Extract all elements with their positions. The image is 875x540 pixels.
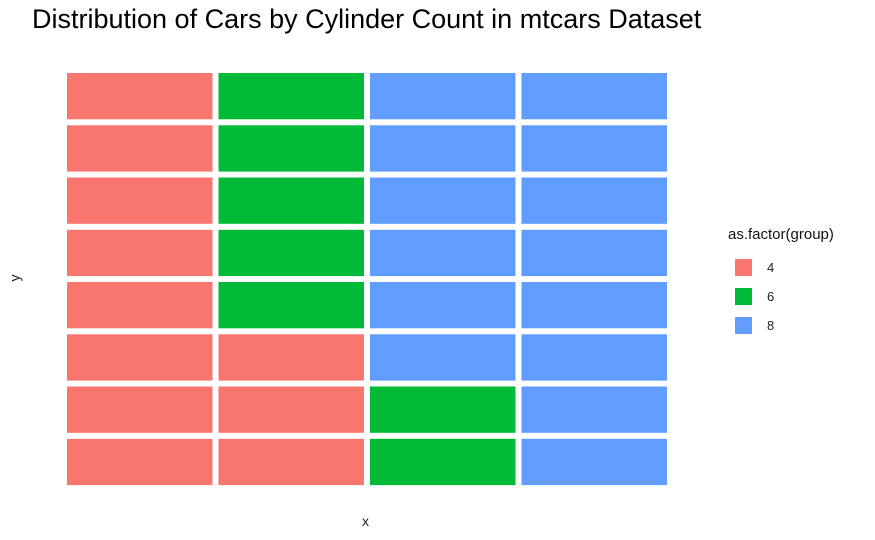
waffle-cell-group-8 [521,229,667,277]
waffle-cell-group-6 [218,282,364,329]
waffle-cell-group-4 [67,125,213,172]
waffle-cell-group-8 [370,73,516,120]
y-axis-label: y [6,274,23,282]
waffle-cell-group-4 [67,438,213,486]
legend-item-label: 4 [767,260,775,275]
waffle-cell-group-4 [67,73,213,120]
waffle-cell-group-8 [521,438,667,486]
legend-item: 8 [728,311,834,340]
waffle-cell-group-4 [67,229,213,277]
legend-key-swatch [735,317,752,334]
legend-item: 6 [728,282,834,311]
legend-key-swatch [735,288,752,305]
x-axis-label: x [362,513,369,529]
waffle-cell-group-6 [218,229,364,277]
waffle-cell-group-8 [521,282,667,329]
waffle-cell-group-8 [370,177,516,224]
waffle-cell-group-4 [67,177,213,224]
waffle-cell-group-8 [370,334,516,381]
waffle-cell-group-6 [218,73,364,120]
waffle-cell-group-8 [521,73,667,120]
waffle-cell-group-4 [218,386,364,433]
waffle-cell-group-4 [67,386,213,433]
legend: as.factor(group) 4 6 8 [728,226,834,340]
chart-title: Distribution of Cars by Cylinder Count i… [32,4,702,34]
waffle-cell-group-8 [370,229,516,277]
waffle-cell-group-8 [521,386,667,433]
legend-key-swatch [735,259,752,276]
waffle-cell-group-6 [370,438,516,486]
legend-item-label: 8 [767,318,775,333]
waffle-cell-group-8 [521,177,667,224]
waffle-cell-group-6 [218,177,364,224]
waffle-cell-group-8 [370,282,516,329]
waffle-cell-group-8 [521,125,667,172]
waffle-cell-group-6 [218,125,364,172]
legend-title: as.factor(group) [728,226,834,243]
waffle-cell-group-8 [370,125,516,172]
waffle-cell-group-4 [67,334,213,381]
legend-item-label: 6 [767,289,775,304]
waffle-cell-group-4 [67,282,213,329]
waffle-cell-group-4 [218,438,364,486]
waffle-cell-group-6 [370,386,516,433]
legend-item: 4 [728,253,834,282]
waffle-cell-group-4 [218,334,364,381]
waffle-cell-group-8 [521,334,667,381]
